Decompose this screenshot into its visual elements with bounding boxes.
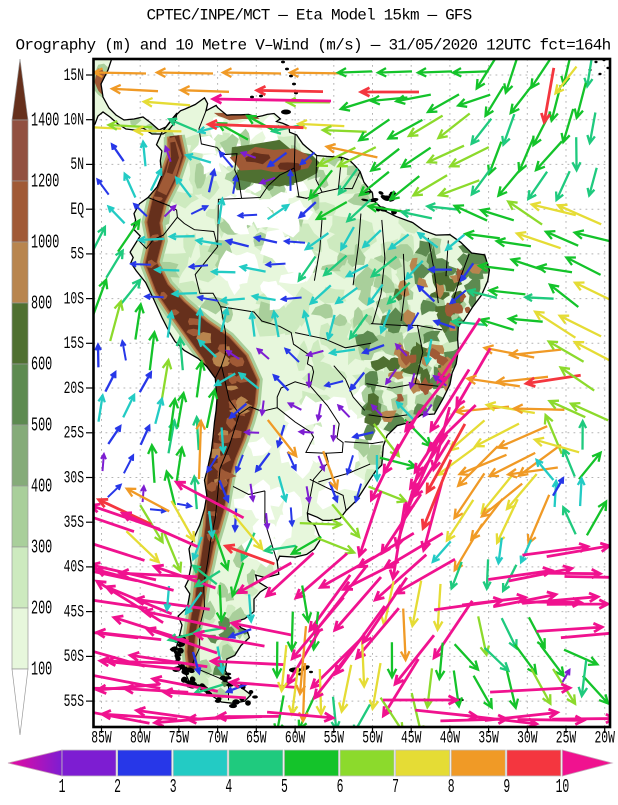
svg-text:8: 8 [448, 776, 455, 798]
svg-text:9: 9 [503, 776, 510, 798]
svg-text:10N: 10N [64, 109, 84, 131]
svg-text:7: 7 [392, 776, 399, 798]
svg-text:10S: 10S [64, 288, 84, 310]
svg-text:30S: 30S [64, 467, 84, 489]
svg-text:300: 300 [31, 537, 52, 559]
svg-text:30W: 30W [517, 727, 538, 749]
svg-text:60W: 60W [285, 727, 306, 749]
svg-text:800: 800 [31, 293, 52, 315]
svg-text:35S: 35S [64, 511, 84, 533]
svg-text:CPTEC/INPE/MCT — Eta Model 15: CPTEC/INPE/MCT — Eta Model 15km — GFS [147, 7, 472, 25]
svg-text:25S: 25S [64, 422, 84, 444]
svg-text:1: 1 [59, 776, 66, 798]
svg-text:85W: 85W [91, 727, 112, 749]
svg-text:70W: 70W [207, 727, 228, 749]
svg-text:5S: 5S [70, 243, 84, 265]
svg-text:600: 600 [31, 354, 52, 376]
svg-text:1000: 1000 [31, 232, 59, 254]
svg-text:Orography (m) and 10 Metre V–W: Orography (m) and 10 Metre V–Wind (m/s) … [15, 37, 610, 55]
svg-text:5: 5 [281, 776, 288, 798]
svg-text:15S: 15S [64, 333, 84, 355]
svg-text:45W: 45W [401, 727, 422, 749]
svg-text:65W: 65W [246, 727, 267, 749]
svg-text:55W: 55W [324, 727, 345, 749]
svg-text:10: 10 [556, 776, 570, 798]
svg-text:5N: 5N [70, 154, 84, 176]
svg-text:1200: 1200 [31, 171, 59, 193]
svg-text:75W: 75W [169, 727, 190, 749]
svg-text:400: 400 [31, 476, 52, 498]
svg-text:40S: 40S [64, 556, 84, 578]
svg-text:1400: 1400 [31, 110, 59, 132]
svg-text:35W: 35W [478, 727, 499, 749]
svg-text:20W: 20W [594, 727, 615, 749]
svg-text:40W: 40W [440, 727, 461, 749]
svg-text:200: 200 [31, 598, 52, 620]
svg-text:45S: 45S [64, 601, 84, 623]
svg-text:6: 6 [337, 776, 344, 798]
svg-text:50W: 50W [362, 727, 383, 749]
svg-text:3: 3 [170, 776, 177, 798]
svg-text:EQ: EQ [70, 198, 84, 220]
svg-text:50S: 50S [64, 646, 84, 668]
svg-text:2: 2 [114, 776, 121, 798]
svg-text:20S: 20S [64, 377, 84, 399]
svg-text:80W: 80W [130, 727, 151, 749]
svg-text:25W: 25W [556, 727, 577, 749]
svg-text:100: 100 [31, 659, 52, 681]
svg-text:55S: 55S [64, 690, 84, 712]
svg-text:500: 500 [31, 415, 52, 437]
svg-text:4: 4 [225, 776, 232, 798]
svg-text:15N: 15N [64, 64, 84, 86]
